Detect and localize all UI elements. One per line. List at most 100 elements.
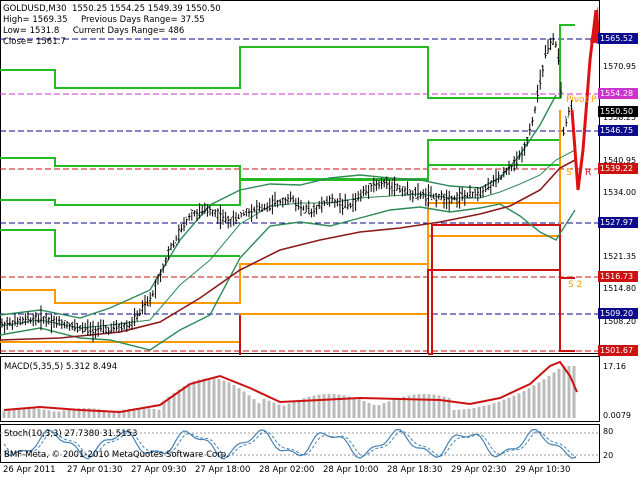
macd-histogram-bar <box>537 382 541 418</box>
macd-histogram-bar <box>297 399 301 418</box>
macd-histogram-bar <box>22 408 26 418</box>
macd-histogram-bar <box>232 385 236 418</box>
macd-histogram-bar <box>517 393 521 418</box>
level-label-1501: 1501.67 <box>598 345 638 356</box>
macd-histogram-bar <box>112 411 116 418</box>
macd-histogram-bar <box>367 402 371 418</box>
macd-histogram-bar <box>557 368 561 418</box>
projection-arrowhead <box>590 6 600 44</box>
macd-histogram-bar <box>347 396 351 418</box>
macd-histogram-bar <box>477 407 481 418</box>
macd-histogram-bar <box>257 403 261 418</box>
macd-histogram-bar <box>522 390 526 418</box>
macd-histogram-bar <box>52 411 56 418</box>
macd-histogram-bar <box>262 398 266 418</box>
macd-histogram-bar <box>42 409 46 418</box>
macd-histogram-bar <box>227 382 231 418</box>
time-label: 29 Apr 02:30 <box>451 465 507 475</box>
level-label-1565: 1565.52 <box>598 33 638 44</box>
macd-histogram-bar <box>342 395 346 418</box>
macd-histogram-bar <box>177 389 181 418</box>
macd-histogram-bar <box>132 408 136 418</box>
macd-histogram-bar <box>547 375 551 418</box>
macd-label: MACD(5,35,5) 5.312 8.494 <box>4 362 118 372</box>
macd-histogram-bar <box>407 395 411 418</box>
macd-histogram-bar <box>252 399 256 418</box>
level-label-1539: 1539.22 <box>598 163 638 174</box>
macd-histogram-bar <box>212 378 216 418</box>
macd-histogram-bar <box>87 408 91 418</box>
macd-histogram-bar <box>117 410 121 418</box>
macd-histogram-bar <box>97 409 101 418</box>
macd-histogram-bar <box>527 388 531 418</box>
macd-histogram-bar <box>127 408 131 418</box>
macd-histogram-bar <box>187 383 191 418</box>
macd-histogram-bar <box>77 408 81 418</box>
macd-histogram-bar <box>377 405 381 418</box>
macd-histogram-bar <box>7 410 11 418</box>
macd-panel-frame <box>0 356 600 422</box>
price-tick: 1558.25 <box>603 113 637 122</box>
stoch-scale-bottom: 20 <box>603 451 614 460</box>
macd-histogram-bar <box>492 403 496 418</box>
pivot-p-label: Pivot P <box>566 95 597 105</box>
macd-histogram-bar <box>542 379 546 418</box>
time-label: 28 Apr 02:00 <box>259 465 315 475</box>
macd-histogram-bar <box>172 392 176 418</box>
pivot-lines <box>0 24 575 355</box>
macd-histogram-bar <box>457 409 461 418</box>
pivot-step-line <box>0 110 561 304</box>
current-price-label: 1550.50 <box>598 106 638 117</box>
macd-histogram-bar <box>412 394 416 418</box>
macd-histogram-bar <box>277 404 281 418</box>
macd-histogram-bar <box>322 394 326 418</box>
macd-histogram-bar <box>467 408 471 418</box>
macd-histogram-bar <box>152 408 156 418</box>
macd-histogram-bar <box>397 397 401 418</box>
macd-histogram-bar <box>182 386 186 418</box>
macd-histogram-bar <box>167 396 171 418</box>
price-tick: 1508.20 <box>603 317 637 326</box>
price-tick: 1534.00 <box>603 188 637 197</box>
macd-histogram-bar <box>312 395 316 418</box>
macd-histogram-bar <box>307 396 311 418</box>
macd-histogram-bar <box>247 395 251 418</box>
level-label-1546: 1546.75 <box>598 125 638 136</box>
price-tick: 1570.95 <box>603 62 637 71</box>
stoch-main-line <box>3 428 577 460</box>
macd-histogram-bar <box>282 405 286 418</box>
macd-histogram-bar <box>552 372 556 418</box>
macd-histogram-bar <box>217 379 221 418</box>
macd-histogram-bar <box>142 408 146 418</box>
macd-histogram-bar <box>12 409 16 418</box>
time-label: 28 Apr 10:00 <box>323 465 379 475</box>
macd-histogram-bar <box>272 402 276 418</box>
macd-histogram-bar <box>417 394 421 418</box>
macd-histogram-bar <box>442 396 446 418</box>
macd-histogram-bar <box>362 400 366 418</box>
macd-histogram-bar <box>482 405 486 418</box>
macd-histogram-bar <box>32 408 36 418</box>
macd-histogram-bar <box>507 397 511 418</box>
macd-histogram-bar <box>567 366 571 418</box>
macd-histogram-bar <box>422 394 426 418</box>
macd-histogram-bar <box>572 366 576 418</box>
macd-histogram-bar <box>57 411 61 418</box>
pivot-step-line <box>428 224 575 355</box>
macd-histogram-bar <box>147 408 151 418</box>
macd-histogram-bar <box>472 408 476 418</box>
macd-histogram-bar <box>2 411 6 418</box>
macd-indicator <box>2 360 578 418</box>
macd-histogram-bar <box>382 403 386 418</box>
macd-histogram-bar <box>372 404 376 418</box>
pivot-r-label: R <box>585 168 592 178</box>
projection-arrow <box>570 9 598 191</box>
macd-histogram-bar <box>242 391 246 418</box>
time-label: 27 Apr 01:30 <box>67 465 123 475</box>
stochastic-indicator <box>0 428 598 460</box>
macd-histogram-bar <box>562 366 566 418</box>
time-label: 29 Apr 10:30 <box>515 465 571 475</box>
macd-histogram-bar <box>497 401 501 418</box>
level-label-1554: 1554.28 <box>598 88 638 99</box>
